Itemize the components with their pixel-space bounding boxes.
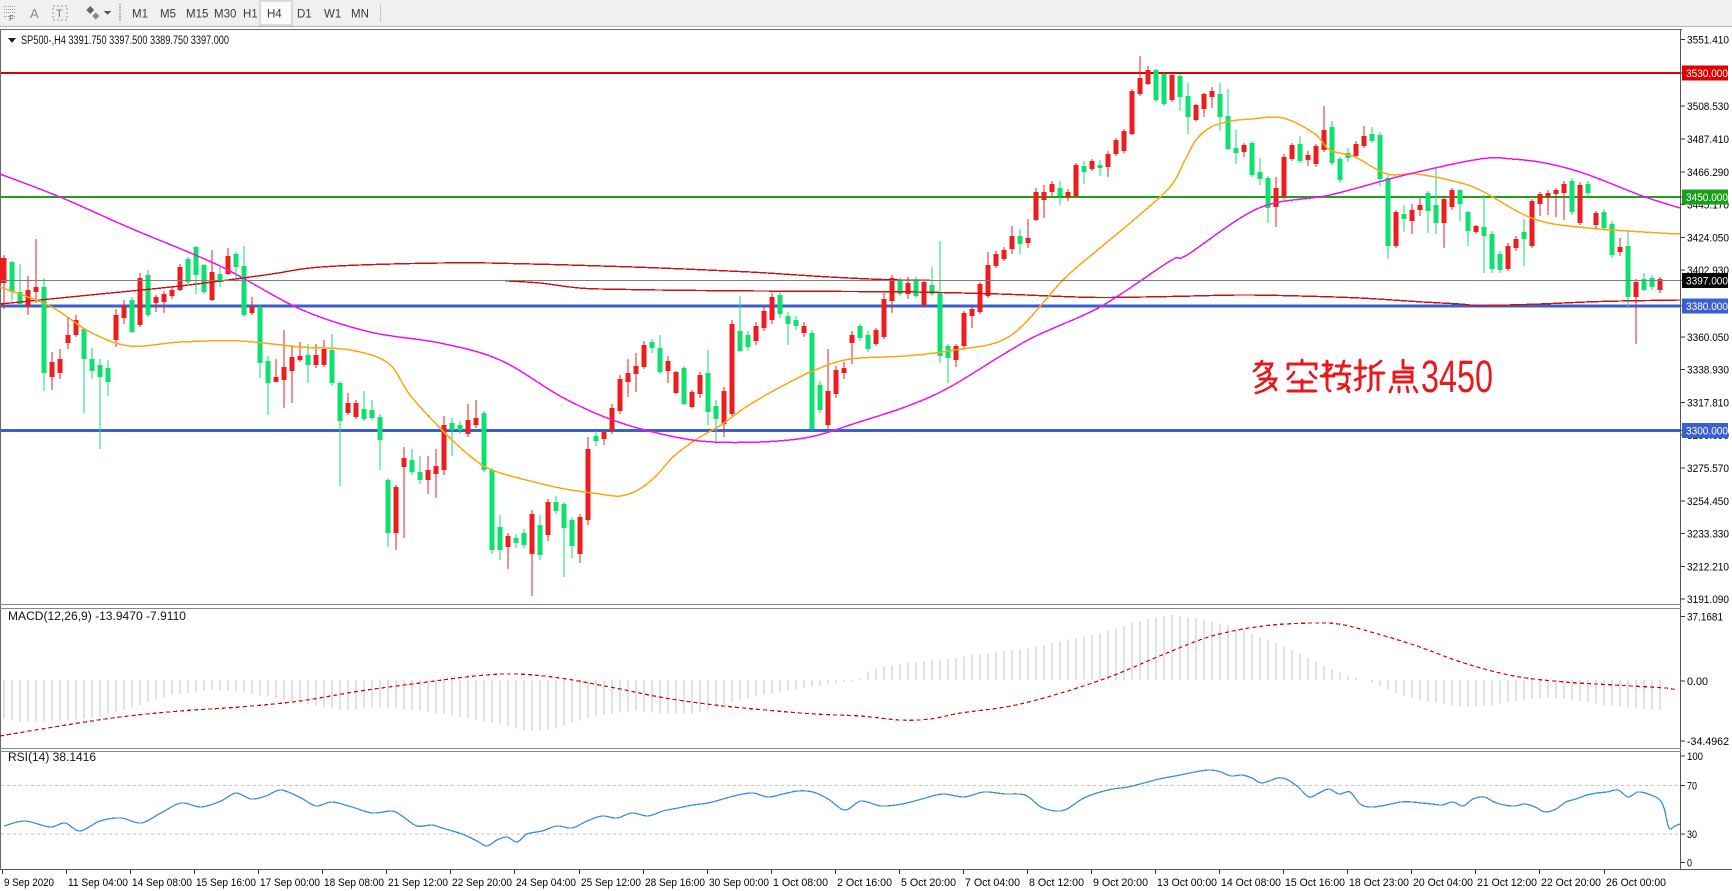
svg-text:3424.050: 3424.050 xyxy=(1687,232,1729,244)
svg-text:SP500-,H4 3391.750 3397.500 3: SP500-,H4 3391.750 3397.500 3389.750 339… xyxy=(21,35,229,47)
svg-text:22 Sep 20:00: 22 Sep 20:00 xyxy=(452,877,512,889)
svg-text:H1: H1 xyxy=(243,9,258,21)
svg-text:3300.000: 3300.000 xyxy=(1686,425,1728,437)
svg-text:26 Oct 00:00: 26 Oct 00:00 xyxy=(1606,877,1666,889)
svg-text:3233.330: 3233.330 xyxy=(1687,529,1729,541)
svg-text:100: 100 xyxy=(1687,751,1703,763)
svg-text:24 Sep 04:00: 24 Sep 04:00 xyxy=(516,877,576,889)
svg-text:9 Sep 2020: 9 Sep 2020 xyxy=(4,877,54,889)
svg-text:MACD(12,26,9) -13.9470 -7.9110: MACD(12,26,9) -13.9470 -7.9110 xyxy=(8,611,186,623)
svg-text:22 Oct 20:00: 22 Oct 20:00 xyxy=(1541,877,1601,889)
svg-text:D1: D1 xyxy=(297,9,312,21)
svg-text:9 Oct 20:00: 9 Oct 20:00 xyxy=(1093,877,1148,889)
svg-text:M30: M30 xyxy=(214,9,236,21)
svg-text:28 Sep 16:00: 28 Sep 16:00 xyxy=(645,877,705,889)
svg-text:RSI(14) 38.1416: RSI(14) 38.1416 xyxy=(8,752,96,764)
svg-text:F: F xyxy=(9,14,14,23)
svg-text:18 Oct 23:00: 18 Oct 23:00 xyxy=(1349,877,1409,889)
svg-text:3450: 3450 xyxy=(1421,351,1493,402)
svg-text:3530.000: 3530.000 xyxy=(1686,68,1728,80)
svg-text:M15: M15 xyxy=(186,9,208,21)
svg-text:5 Oct 20:00: 5 Oct 20:00 xyxy=(901,877,956,889)
svg-text:M5: M5 xyxy=(160,9,176,21)
svg-text:T: T xyxy=(56,8,63,20)
svg-text:21 Oct 12:00: 21 Oct 12:00 xyxy=(1477,877,1537,889)
svg-text:21 Sep 12:00: 21 Sep 12:00 xyxy=(388,877,448,889)
svg-text:3450.000: 3450.000 xyxy=(1686,192,1728,204)
svg-text:8 Oct 12:00: 8 Oct 12:00 xyxy=(1029,877,1084,889)
svg-text:30: 30 xyxy=(1687,829,1697,841)
svg-text:2 Oct 16:00: 2 Oct 16:00 xyxy=(837,877,892,889)
svg-text:7 Oct 04:00: 7 Oct 04:00 xyxy=(965,877,1020,889)
svg-text:3380.000: 3380.000 xyxy=(1686,301,1728,313)
svg-text:3551.410: 3551.410 xyxy=(1687,35,1729,47)
svg-text:-34.4962: -34.4962 xyxy=(1687,736,1729,748)
svg-text:17 Sep 00:00: 17 Sep 00:00 xyxy=(260,877,320,889)
svg-text:3466.290: 3466.290 xyxy=(1687,167,1729,179)
svg-text:3275.570: 3275.570 xyxy=(1687,463,1729,475)
svg-text:20 Oct 04:00: 20 Oct 04:00 xyxy=(1413,877,1473,889)
svg-text:H4: H4 xyxy=(267,9,282,21)
svg-text:3191.090: 3191.090 xyxy=(1687,594,1729,606)
svg-text:3317.810: 3317.810 xyxy=(1687,397,1729,409)
svg-text:1 Oct 08:00: 1 Oct 08:00 xyxy=(773,877,828,889)
svg-text:25 Sep 12:00: 25 Sep 12:00 xyxy=(581,877,641,889)
svg-text:70: 70 xyxy=(1687,781,1697,793)
svg-text:11 Sep 04:00: 11 Sep 04:00 xyxy=(68,877,128,889)
svg-text:0: 0 xyxy=(1687,857,1692,869)
svg-text:3508.530: 3508.530 xyxy=(1687,101,1729,113)
svg-text:37.1681: 37.1681 xyxy=(1687,612,1723,624)
svg-text:3487.410: 3487.410 xyxy=(1687,134,1729,146)
svg-text:MN: MN xyxy=(351,9,369,21)
svg-text:14 Sep 08:00: 14 Sep 08:00 xyxy=(132,877,192,889)
svg-text:3338.930: 3338.930 xyxy=(1687,365,1729,377)
svg-text:0.00: 0.00 xyxy=(1687,676,1708,688)
svg-text:13 Oct 00:00: 13 Oct 00:00 xyxy=(1157,877,1217,889)
svg-text:18 Sep 08:00: 18 Sep 08:00 xyxy=(324,877,384,889)
svg-text:15 Oct 16:00: 15 Oct 16:00 xyxy=(1285,877,1345,889)
svg-text:15 Sep 16:00: 15 Sep 16:00 xyxy=(196,877,256,889)
svg-text:A: A xyxy=(30,6,39,21)
svg-text:3254.450: 3254.450 xyxy=(1687,496,1729,508)
svg-text:3397.000: 3397.000 xyxy=(1686,276,1728,288)
svg-text:W1: W1 xyxy=(324,9,341,21)
svg-text:30 Sep 00:00: 30 Sep 00:00 xyxy=(709,877,769,889)
svg-text:3212.210: 3212.210 xyxy=(1687,561,1729,573)
svg-text:M1: M1 xyxy=(132,9,148,21)
svg-text:14 Oct 08:00: 14 Oct 08:00 xyxy=(1221,877,1281,889)
svg-text:3360.050: 3360.050 xyxy=(1687,332,1729,344)
